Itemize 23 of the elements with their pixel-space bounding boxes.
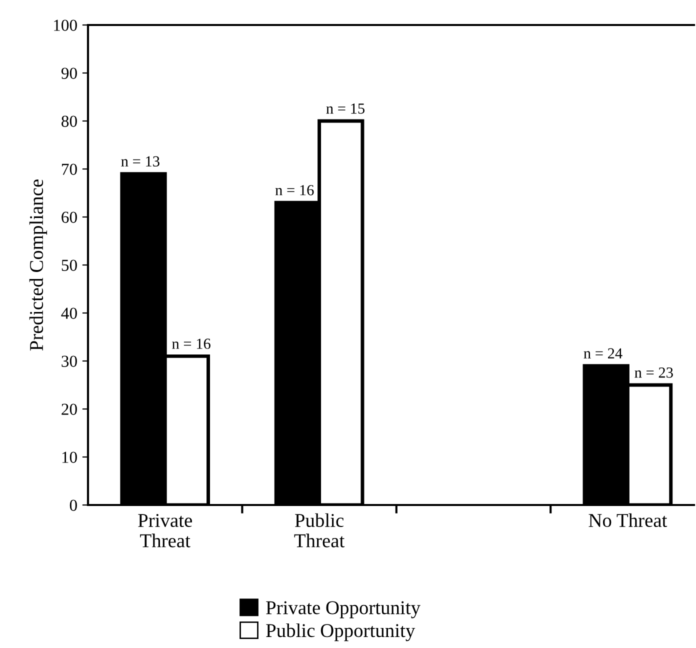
y-tick-label: 10 — [62, 452, 77, 463]
y-tick-label: 40 — [61, 308, 77, 319]
annotation: n = 16 — [275, 185, 314, 196]
y-tick-label: 20 — [62, 404, 77, 415]
annotation: n = 16 — [172, 338, 210, 349]
y-tick-label: 30 — [62, 356, 77, 367]
y-tick-label: 80 — [62, 116, 77, 127]
annotation: n = 13 — [121, 156, 160, 167]
x-tick-label: Private Threat — [138, 514, 192, 548]
y-axis-title: Predicted Compliance — [29, 180, 48, 351]
annotation: n = 23 — [634, 367, 673, 378]
y-tick-label: 70 — [62, 164, 77, 175]
legend-label: Public Opportunity — [266, 623, 416, 642]
annotation: n = 24 — [584, 348, 622, 358]
legend-label: Private Opportunity — [266, 601, 420, 618]
y-tick-label: 60 — [62, 212, 77, 223]
x-tick-label: No Threat — [588, 513, 668, 528]
y-tick-label: 100 — [54, 20, 77, 31]
y-tick-label: 90 — [61, 68, 77, 79]
annotation: n = 15 — [326, 103, 364, 114]
y-tick-label: 50 — [62, 260, 77, 271]
y-tick-label: 0 — [70, 500, 77, 511]
x-tick-label: Public Threat — [294, 513, 345, 548]
